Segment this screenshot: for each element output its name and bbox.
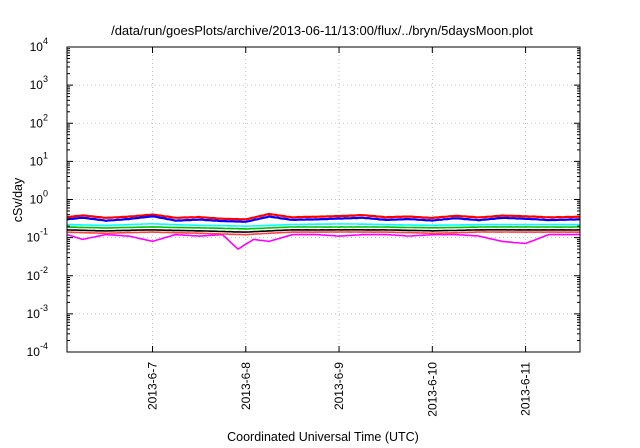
- y-tick-base: 10: [30, 40, 44, 54]
- y-tick-exponent: -3: [40, 303, 48, 313]
- x-tick-label: 2013-6-8: [239, 362, 253, 410]
- series-line: [67, 231, 581, 236]
- y-tick-label: 10-2: [27, 265, 48, 283]
- x-axis-label: Coordinated Universal Time (UTC): [227, 430, 419, 444]
- series-layer: [66, 212, 581, 250]
- y-tick-label: 104: [30, 36, 48, 54]
- y-tick-base: 10: [27, 307, 41, 321]
- series-line: [66, 226, 580, 230]
- y-tick-base: 10: [30, 116, 44, 130]
- series-line: [66, 215, 580, 223]
- y-tick-exponent: -1: [40, 227, 48, 237]
- y-tick-label: 103: [30, 74, 48, 92]
- y-tick-exponent: -2: [40, 265, 48, 275]
- chart-title: /data/run/goesPlots/archive/2013-06-11/1…: [111, 23, 533, 38]
- y-tick-label: 101: [30, 150, 48, 168]
- y-tick-base: 10: [27, 345, 41, 359]
- y-tick-exponent: 4: [43, 36, 48, 46]
- y-tick-label: 10-1: [27, 227, 48, 245]
- y-tick-exponent: 2: [43, 112, 48, 122]
- grid-lines: [67, 47, 580, 352]
- y-tick-exponent: 0: [43, 189, 48, 199]
- y-tick-exponent: -4: [40, 341, 48, 351]
- y-tick-base: 10: [30, 154, 44, 168]
- series-line: [66, 228, 581, 233]
- y-axis-label: cSv/day: [11, 177, 25, 222]
- y-tick-label: 100: [30, 189, 48, 207]
- y-tick-label: 10-3: [27, 303, 48, 321]
- y-tick-exponent: 1: [43, 150, 48, 160]
- x-tick-label: 2013-6-7: [146, 362, 160, 410]
- series-line: [67, 223, 580, 227]
- y-tick-base: 10: [30, 193, 44, 207]
- y-tick-label: 102: [30, 112, 48, 130]
- x-tick-label: 2013-6-9: [332, 362, 346, 410]
- x-tick-label: 2013-6-11: [519, 362, 533, 416]
- y-tick-base: 10: [30, 78, 44, 92]
- y-tick-base: 10: [27, 269, 41, 283]
- x-axis-ticks: 2013-6-7 2013-6-8 2013-6-9 2013-6-10 2013-6-…: [146, 47, 533, 417]
- y-tick-exponent: 3: [43, 74, 48, 84]
- y-tick-label: 10-4: [27, 341, 48, 359]
- x-tick-label: 2013-6-10: [425, 362, 439, 417]
- series-line: [66, 233, 580, 250]
- y-tick-base: 10: [27, 231, 41, 245]
- series-line: [66, 212, 581, 221]
